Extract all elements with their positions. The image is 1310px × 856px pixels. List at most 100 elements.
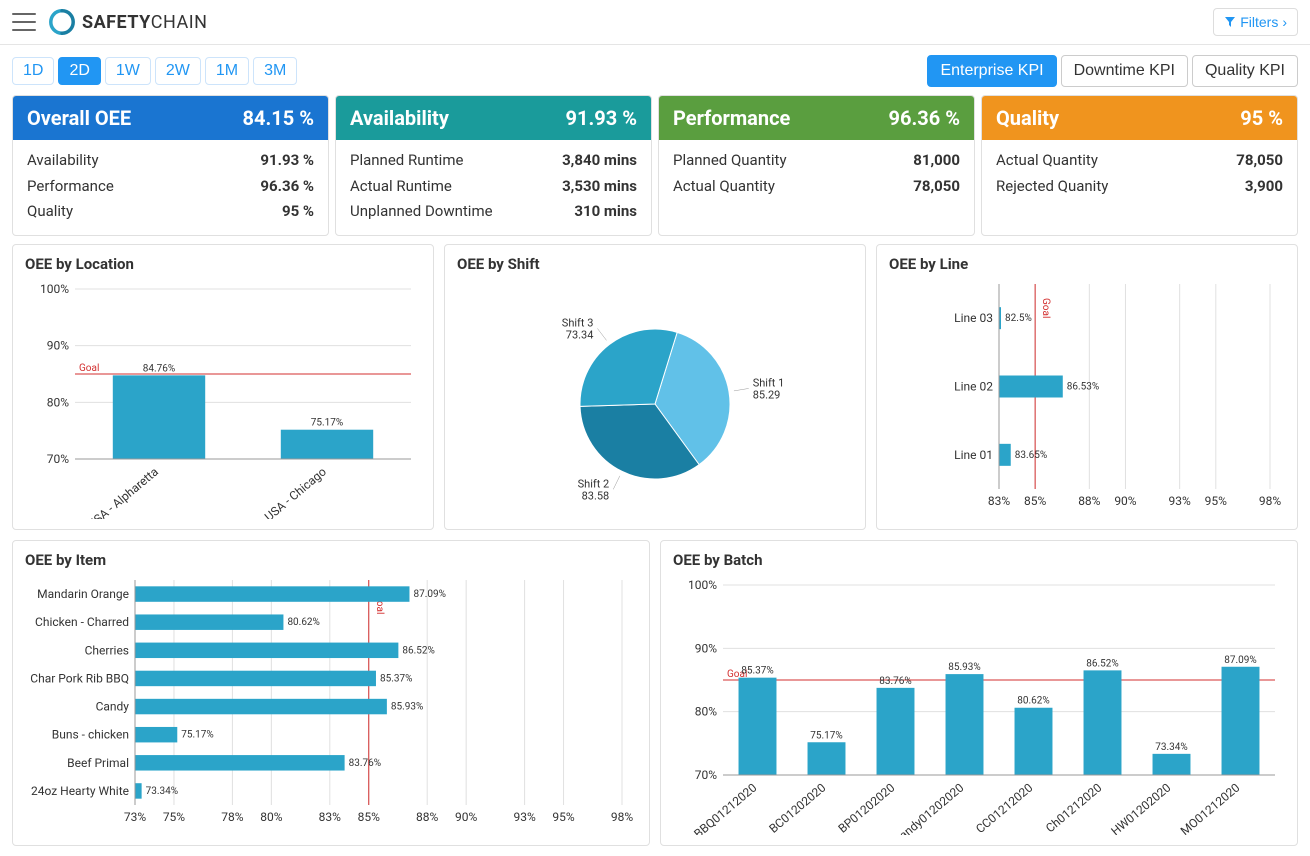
- svg-text:HW01202020: HW01202020: [1108, 780, 1173, 835]
- logo-icon: [48, 8, 76, 36]
- svg-text:75.17%: 75.17%: [810, 730, 842, 741]
- kpi-card: Overall OEE84.15 % Availability 91.93 % Per…: [12, 95, 329, 236]
- kpi-line-label: Rejected Quanity: [996, 174, 1108, 200]
- svg-text:90%: 90%: [695, 641, 717, 655]
- kpi-head: Overall OEE84.15 %: [13, 96, 328, 140]
- brand-text: SAFETYCHAIN: [82, 12, 208, 33]
- svg-text:73.34%: 73.34%: [146, 785, 178, 796]
- svg-text:Mandarin Orange: Mandarin Orange: [37, 587, 129, 601]
- chart-oee-item: OEE by Item 73%75%78%80%83%85%88%90%93%9…: [12, 540, 650, 846]
- svg-text:Ch01212020: Ch01212020: [1043, 780, 1105, 835]
- brand-bold: SAFETY: [82, 12, 151, 33]
- svg-text:86.52%: 86.52%: [1086, 658, 1118, 669]
- kpi-line: Actual Quantity78,050: [996, 148, 1283, 174]
- svg-text:90%: 90%: [455, 810, 477, 824]
- svg-text:95%: 95%: [1205, 494, 1227, 508]
- svg-text:93%: 93%: [1169, 494, 1191, 508]
- brand-logo[interactable]: SAFETYCHAIN: [48, 8, 208, 36]
- svg-text:Line 01: Line 01: [954, 447, 993, 461]
- svg-text:88%: 88%: [416, 810, 438, 824]
- chart-svg: 73%75%78%80%83%85%88%90%93%95%98%Goal87.…: [25, 575, 637, 835]
- svg-text:Char Pork Rib BBQ: Char Pork Rib BBQ: [30, 671, 129, 685]
- chart-title: OEE by Batch: [673, 551, 1285, 569]
- svg-text:Buns - chicken: Buns - chicken: [52, 727, 129, 741]
- brand-thin: CHAIN: [151, 12, 208, 33]
- kpi-card: Availability91.93 %Planned Runtime3,840 …: [335, 95, 652, 236]
- svg-text:70%: 70%: [47, 452, 69, 466]
- kpi-value: 95 %: [1240, 106, 1283, 130]
- kpi-tab-downtime-kpi[interactable]: Downtime KPI: [1061, 55, 1188, 87]
- kpi-line-value: 3,530 mins: [562, 174, 637, 200]
- kpi-tab-enterprise-kpi[interactable]: Enterprise KPI: [927, 55, 1056, 87]
- svg-text:90%: 90%: [1114, 494, 1136, 508]
- svg-text:85%: 85%: [358, 810, 380, 824]
- svg-text:USA - Chicago: USA - Chicago: [262, 464, 329, 519]
- kpi-tab-quality-kpi[interactable]: Quality KPI: [1192, 55, 1298, 87]
- kpi-line-label: Actual Runtime: [350, 174, 452, 200]
- svg-text:90%: 90%: [47, 338, 69, 352]
- svg-text:85.37%: 85.37%: [380, 673, 412, 684]
- charts-row-1: OEE by Location 70%80%90%100%Goal84.76%U…: [0, 244, 1310, 540]
- svg-text:88%: 88%: [1078, 494, 1100, 508]
- time-tab-2w[interactable]: 2W: [155, 57, 201, 85]
- svg-text:87.09%: 87.09%: [1224, 654, 1256, 665]
- svg-text:24oz Hearty White: 24oz Hearty White: [31, 783, 129, 797]
- kpi-title: Performance: [673, 106, 790, 130]
- chart-oee-line: OEE by Line 83%85%88%90%93%95%98%Goal82.…: [876, 244, 1298, 530]
- svg-text:75.17%: 75.17%: [311, 417, 343, 428]
- time-tab-1d[interactable]: 1D: [12, 57, 54, 85]
- svg-text:Beef Primal: Beef Primal: [67, 755, 129, 769]
- time-tab-2d[interactable]: 2D: [58, 57, 100, 85]
- kpi-line-label: Availability: [27, 148, 99, 174]
- chart-title: OEE by Item: [25, 551, 637, 569]
- filters-button[interactable]: Filters ›: [1213, 8, 1298, 36]
- kpi-line-label: Unplanned Downtime: [350, 199, 493, 225]
- filters-label: Filters: [1240, 14, 1278, 30]
- kpi-line-value: 310 mins: [574, 199, 637, 225]
- kpi-line: Actual Quantity78,050: [673, 174, 960, 200]
- svg-text:83%: 83%: [988, 494, 1010, 508]
- kpi-card: Quality95 %Actual Quantity78,050Rejected…: [981, 95, 1298, 236]
- kpi-line: Rejected Quanity 3,900: [996, 174, 1283, 200]
- kpi-row: Overall OEE84.15 % Availability 91.93 % Per…: [0, 95, 1310, 244]
- kpi-line-value: 91.93 %: [260, 148, 314, 174]
- kpi-line-value: 96.36 %: [260, 174, 314, 200]
- svg-text:100%: 100%: [688, 578, 717, 592]
- svg-text:73.34%: 73.34%: [1155, 741, 1187, 752]
- svg-text:75.17%: 75.17%: [181, 729, 213, 740]
- svg-text:87.09%: 87.09%: [413, 589, 445, 600]
- chart-svg: 83%85%88%90%93%95%98%Goal82.5%Line 0386.…: [889, 279, 1285, 519]
- kpi-line-label: Planned Quantity: [673, 148, 787, 174]
- kpi-line: Planned Quantity 81,000: [673, 148, 960, 174]
- time-tab-3m[interactable]: 3M: [253, 57, 297, 85]
- svg-text:BC01202020: BC01202020: [766, 780, 828, 835]
- kpi-value: 96.36 %: [889, 106, 960, 130]
- chart-svg: Shift 185.29Shift 283.58Shift 373.34: [457, 279, 853, 519]
- time-tab-1w[interactable]: 1W: [105, 57, 151, 85]
- chart-oee-shift: OEE by Shift Shift 185.29Shift 283.58Shi…: [444, 244, 866, 530]
- menu-icon[interactable]: [12, 13, 36, 31]
- svg-text:Cherries: Cherries: [85, 643, 129, 657]
- svg-text:80%: 80%: [47, 395, 69, 409]
- charts-row-2: OEE by Item 73%75%78%80%83%85%88%90%93%9…: [0, 540, 1310, 856]
- header: SAFETYCHAIN Filters ›: [0, 0, 1310, 45]
- chart-title: OEE by Shift: [457, 255, 853, 273]
- kpi-line-value: 3,840 mins: [562, 148, 637, 174]
- kpi-line-value: 81,000: [913, 148, 960, 174]
- svg-text:MO01212020: MO01212020: [1178, 780, 1243, 835]
- svg-text:83.76%: 83.76%: [349, 757, 381, 768]
- kpi-line-label: Performance: [27, 174, 114, 200]
- svg-text:78%: 78%: [221, 810, 243, 824]
- svg-text:73%: 73%: [124, 810, 146, 824]
- svg-text:80.62%: 80.62%: [1017, 695, 1049, 706]
- kpi-title: Availability: [350, 106, 449, 130]
- kpi-body: Actual Quantity78,050Rejected Quanity 3,9…: [982, 140, 1297, 209]
- svg-text:Goal: Goal: [79, 363, 99, 374]
- kpi-head: Performance 96.36 %: [659, 96, 974, 140]
- svg-text:82.5%: 82.5%: [1005, 313, 1032, 324]
- svg-text:86.52%: 86.52%: [402, 645, 434, 656]
- kpi-line-value: 3,900: [1245, 174, 1283, 200]
- kpi-value: 84.15 %: [243, 106, 314, 130]
- kpi-line-value: 78,050: [913, 174, 960, 200]
- time-tab-1m[interactable]: 1M: [205, 57, 249, 85]
